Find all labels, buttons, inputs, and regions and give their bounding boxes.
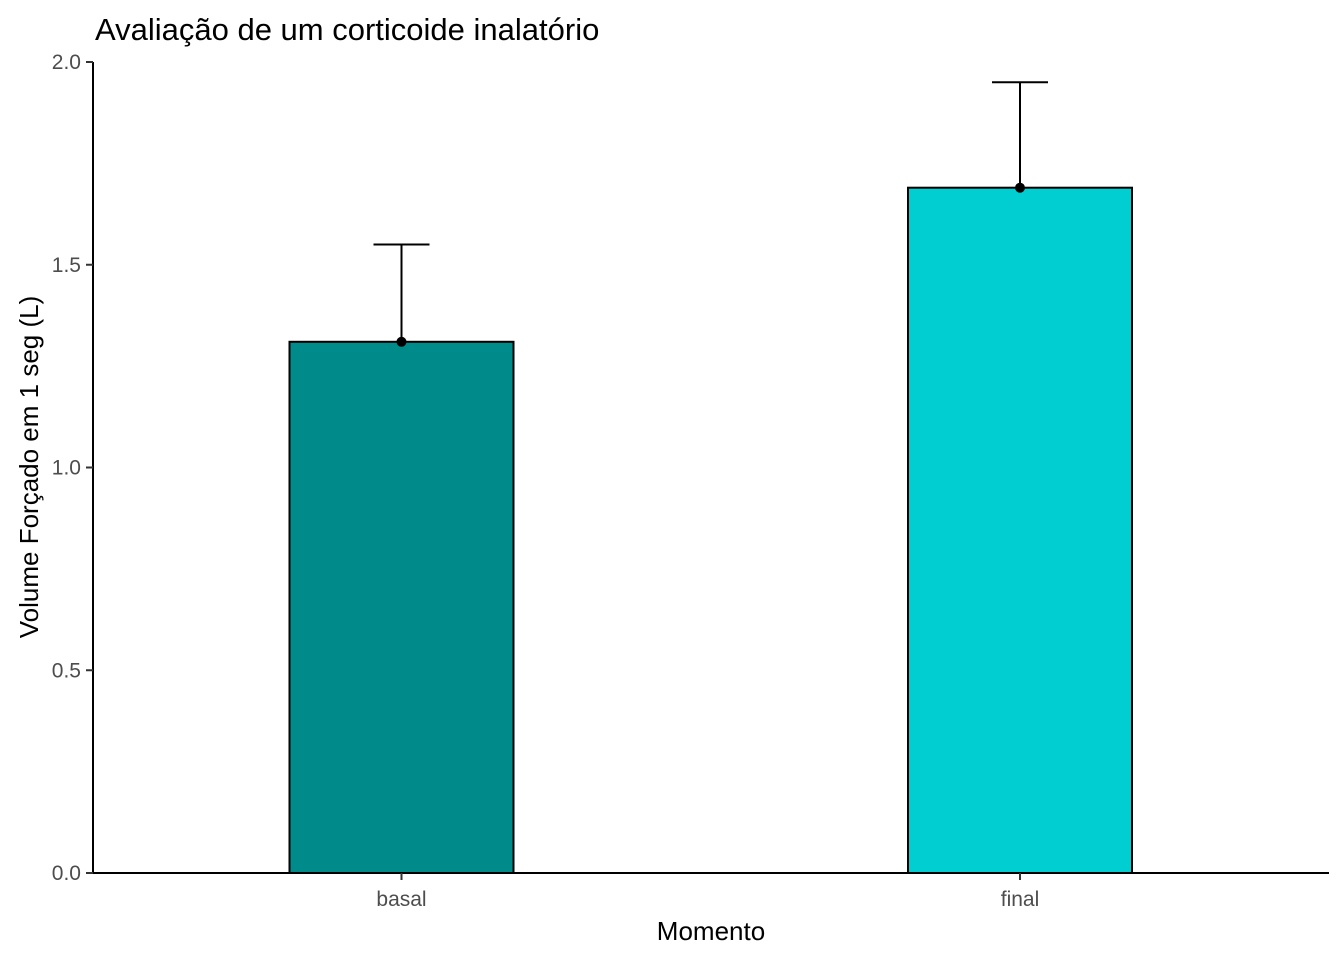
y-tick-label: 2.0 [52,51,81,74]
y-tick-label: 1.0 [52,457,81,480]
y-tick-label: 0.0 [52,862,81,885]
mean-point-final [1015,182,1025,193]
x-tick-label-final: final [1001,888,1040,911]
mean-point-basal [396,336,407,347]
chart-title: Avaliação de um corticoide inalatório [95,12,599,47]
y-axis-ticks: 0.0 0.5 1.0 1.5 2.0 [52,51,93,885]
y-tick-label: 1.5 [52,254,81,277]
bar-final [907,186,1133,874]
plot-area [288,81,1133,875]
y-tick-label: 0.5 [52,659,81,682]
x-axis-title: Momento [657,916,765,946]
bar-basal [288,340,515,875]
y-axis-title: Volume Forçado em 1 seg (L) [14,296,44,639]
x-axis-ticks: basal final [376,873,1039,911]
x-tick-label-basal: basal [376,888,426,911]
